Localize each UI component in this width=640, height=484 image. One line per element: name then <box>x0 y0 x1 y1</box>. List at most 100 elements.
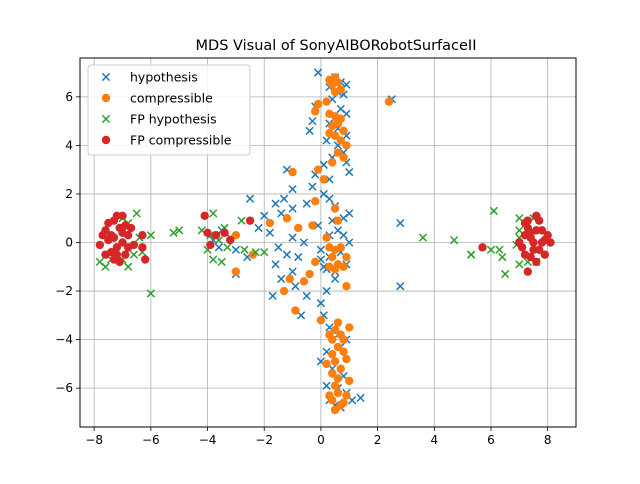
marker-stroke <box>197 226 207 235</box>
data-point <box>121 250 130 259</box>
marker-stroke <box>254 223 263 233</box>
marker-stroke <box>322 286 331 296</box>
data-point <box>325 262 334 271</box>
data-point <box>268 291 277 301</box>
marker-stroke <box>486 245 496 254</box>
marker-stroke <box>277 274 286 284</box>
data-point <box>489 206 498 216</box>
data-point <box>146 289 155 298</box>
marker-stroke <box>237 216 246 225</box>
data-point <box>345 238 354 247</box>
data-point <box>211 231 221 240</box>
data-point <box>299 238 309 247</box>
data-point <box>345 209 354 218</box>
data-point <box>302 199 311 208</box>
marker-stroke <box>132 209 141 218</box>
data-point <box>330 274 340 284</box>
y-tick-label: 6 <box>65 90 73 104</box>
data-point <box>356 393 365 402</box>
data-point <box>322 233 331 242</box>
marker-stroke <box>282 250 292 259</box>
data-point <box>231 245 241 254</box>
data-point <box>336 364 345 373</box>
data-point <box>277 274 286 284</box>
legend-box <box>87 64 251 156</box>
data-point <box>330 357 340 366</box>
data-point <box>101 250 110 259</box>
data-point <box>520 218 530 228</box>
data-point <box>302 291 311 301</box>
data-point <box>129 250 138 259</box>
data-point <box>517 243 527 252</box>
data-point <box>112 243 122 252</box>
data-point <box>291 282 300 291</box>
marker-stroke <box>209 255 218 264</box>
y-tick-label: 0 <box>65 236 73 250</box>
data-point <box>325 194 334 203</box>
marker-stroke <box>296 311 306 320</box>
x-tick-label: −4 <box>199 433 217 447</box>
ticks-layer: −8 −6 −4 −2 0 2 4 6 8 −6 −4 −2 0 2 4 6 <box>55 90 551 447</box>
data-point <box>138 231 147 240</box>
data-point <box>299 277 309 286</box>
data-point <box>274 243 283 252</box>
data-point <box>279 286 289 296</box>
marker-stroke <box>271 260 280 269</box>
marker-stroke <box>101 262 110 271</box>
data-point <box>138 243 147 252</box>
data-point <box>333 318 343 327</box>
marker-stroke <box>288 233 297 242</box>
legend-marker <box>101 114 111 124</box>
data-point <box>313 165 323 174</box>
marker-stroke <box>95 257 104 267</box>
marker-stroke <box>260 211 269 220</box>
data-point <box>271 260 280 269</box>
data-point <box>345 167 354 177</box>
marker-stroke <box>245 194 255 203</box>
marker-stroke <box>319 189 328 199</box>
y-tick-label: −4 <box>55 333 73 347</box>
marker-stroke <box>316 357 326 366</box>
marker-stroke <box>396 282 405 291</box>
data-point <box>325 75 334 85</box>
data-point <box>325 129 334 138</box>
data-point <box>339 153 348 162</box>
data-point <box>95 240 105 250</box>
data-point <box>342 354 351 364</box>
marker-stroke <box>282 165 292 174</box>
data-point <box>336 114 345 123</box>
marker-stroke <box>124 262 133 271</box>
data-point <box>330 204 340 213</box>
marker-stroke <box>217 257 226 267</box>
points-layer <box>95 68 555 415</box>
marker-stroke <box>277 209 286 218</box>
marker-stroke <box>330 274 340 284</box>
data-point <box>118 228 127 237</box>
data-point <box>322 97 331 106</box>
data-point <box>311 257 320 267</box>
data-point <box>217 257 226 267</box>
marker-stroke <box>302 199 311 208</box>
data-point <box>325 391 334 400</box>
marker-stroke <box>345 209 354 218</box>
data-point <box>206 240 215 250</box>
data-point <box>118 238 127 247</box>
data-point <box>526 252 535 262</box>
data-point <box>226 235 235 245</box>
data-point <box>330 405 340 415</box>
marker-stroke <box>279 194 289 203</box>
data-point <box>223 243 232 252</box>
data-point <box>546 238 555 247</box>
data-point <box>294 223 303 233</box>
data-point <box>328 349 337 359</box>
data-point <box>288 167 297 177</box>
data-point <box>104 218 113 228</box>
data-point <box>333 388 343 398</box>
data-point <box>251 248 260 257</box>
data-point <box>231 231 241 240</box>
marker-stroke <box>101 72 111 82</box>
data-point <box>282 250 292 259</box>
marker-stroke <box>260 248 269 257</box>
